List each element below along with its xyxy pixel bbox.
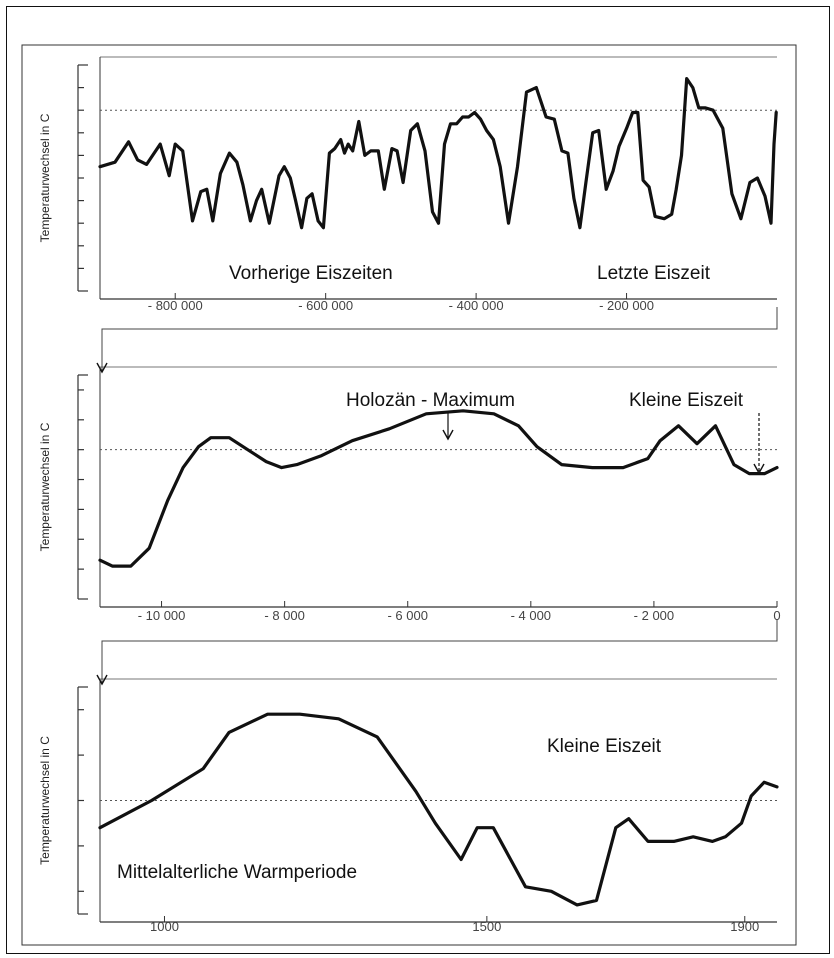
panel-connector bbox=[101, 619, 778, 683]
annotation-label: Mittelalterliche Warmperiode bbox=[117, 862, 357, 883]
arrow-head-icon bbox=[753, 463, 765, 475]
x-tick-label: - 10 000 bbox=[138, 608, 186, 623]
annotation-label: Kleine Eiszeit bbox=[547, 736, 662, 757]
arrow-head-icon bbox=[96, 674, 108, 686]
y-axis-label: Temperaturwechsel in C bbox=[38, 736, 52, 865]
x-tick-label: - 200 000 bbox=[599, 298, 654, 313]
annotation-label: Letzte Eiszeit bbox=[597, 263, 711, 284]
outer-border bbox=[21, 44, 797, 946]
x-tick-label: 1500 bbox=[472, 919, 501, 934]
temperature-curve bbox=[98, 712, 779, 907]
x-tick-label: - 8 000 bbox=[264, 608, 304, 623]
temperature-curve bbox=[98, 77, 778, 230]
x-tick-label: - 400 000 bbox=[449, 298, 504, 313]
panel-holocene: - 10 000 - 8 000 - 6 000 - 4 000 - 2 000 0 Tem… bbox=[38, 366, 781, 623]
arrow-head-icon bbox=[442, 429, 454, 441]
arrow-head-icon bbox=[96, 362, 108, 374]
x-tick-label: - 6 000 bbox=[387, 608, 427, 623]
y-axis-label: Temperaturwechsel in C bbox=[38, 113, 52, 242]
temperature-figure: - 800 000 - 600 000 - 400 000 - 200 000 Temp… bbox=[21, 44, 797, 946]
panel-connector bbox=[101, 307, 778, 371]
panel-glacial-cycles: - 800 000 - 600 000 - 400 000 - 200 000 Temp… bbox=[38, 56, 778, 313]
x-tick-label: 0 bbox=[773, 608, 780, 623]
x-tick-label: 1000 bbox=[150, 919, 179, 934]
x-tick-label: 1900 bbox=[730, 919, 759, 934]
x-tick-label: - 4 000 bbox=[511, 608, 551, 623]
y-axis-label: Temperaturwechsel in C bbox=[38, 422, 52, 551]
x-tick-label: - 2 000 bbox=[634, 608, 674, 623]
figure-frame: - 800 000 - 600 000 - 400 000 - 200 000 Temp… bbox=[6, 6, 830, 954]
x-tick-label: - 600 000 bbox=[298, 298, 353, 313]
panel-last-millennium: 1000 1500 1900 Temperaturwechsel in C Kleine… bbox=[38, 678, 779, 934]
temperature-curve bbox=[98, 409, 779, 568]
annotation-label: Vorherige Eiszeiten bbox=[229, 263, 393, 284]
annotation-label: Kleine Eiszeit bbox=[629, 390, 744, 411]
x-tick-label: - 800 000 bbox=[148, 298, 203, 313]
annotation-label: Holozän - Maximum bbox=[346, 390, 515, 411]
